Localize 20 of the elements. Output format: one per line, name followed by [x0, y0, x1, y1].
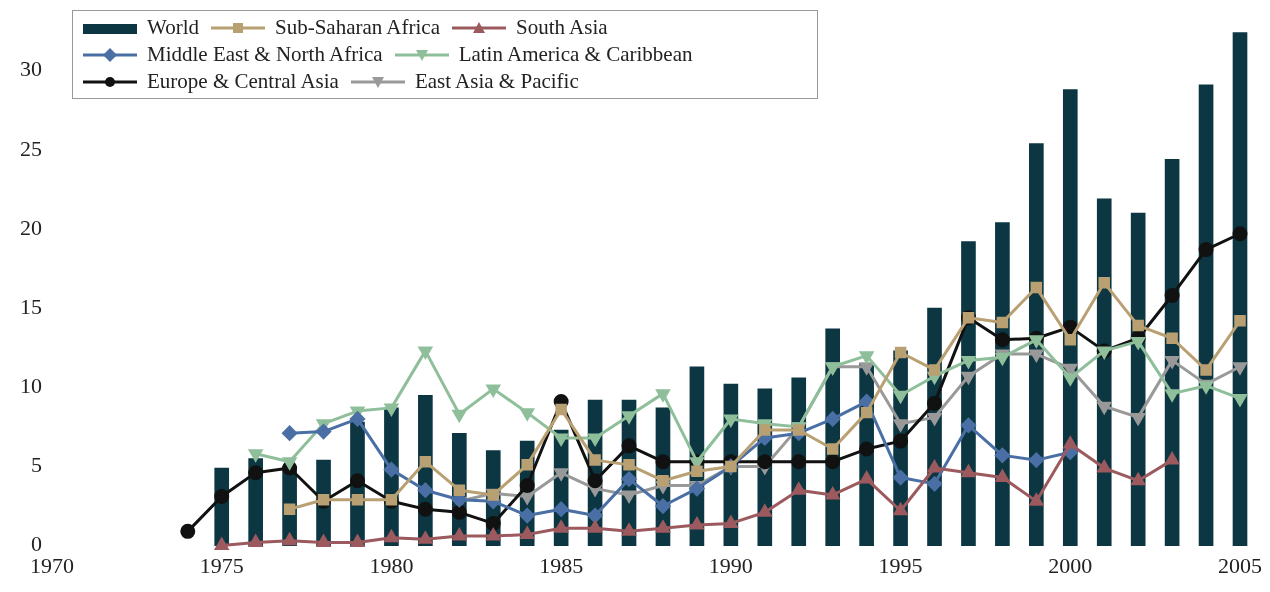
y-tick-label: 25 — [20, 135, 42, 161]
y-tick-label: 10 — [20, 373, 42, 399]
y-tick-label: 5 — [31, 452, 42, 478]
legend-label: South Asia — [516, 15, 608, 40]
legend-label: Europe & Central Asia — [147, 69, 339, 94]
legend-label: East Asia & Pacific — [414, 69, 579, 94]
legend-label: Sub-Saharan Africa — [274, 15, 440, 40]
x-tick-label: 1995 — [878, 552, 923, 578]
x-tick-label: 2000 — [1048, 552, 1093, 578]
x-tick-label: 2005 — [1218, 552, 1262, 578]
y-tick-label: 15 — [20, 293, 42, 319]
x-tick-label: 1985 — [539, 552, 584, 578]
legend-label: Middle East & North Africa — [147, 42, 383, 67]
y-tick-label: 30 — [20, 56, 42, 82]
x-tick-label: 1990 — [708, 552, 753, 578]
x-tick-label: 1980 — [369, 552, 414, 578]
legend-label: World — [147, 15, 199, 40]
x-tick-label: 1975 — [199, 552, 244, 578]
legend-label: Latin America & Caribbean — [458, 42, 693, 67]
y-tick-label: 20 — [20, 214, 42, 240]
